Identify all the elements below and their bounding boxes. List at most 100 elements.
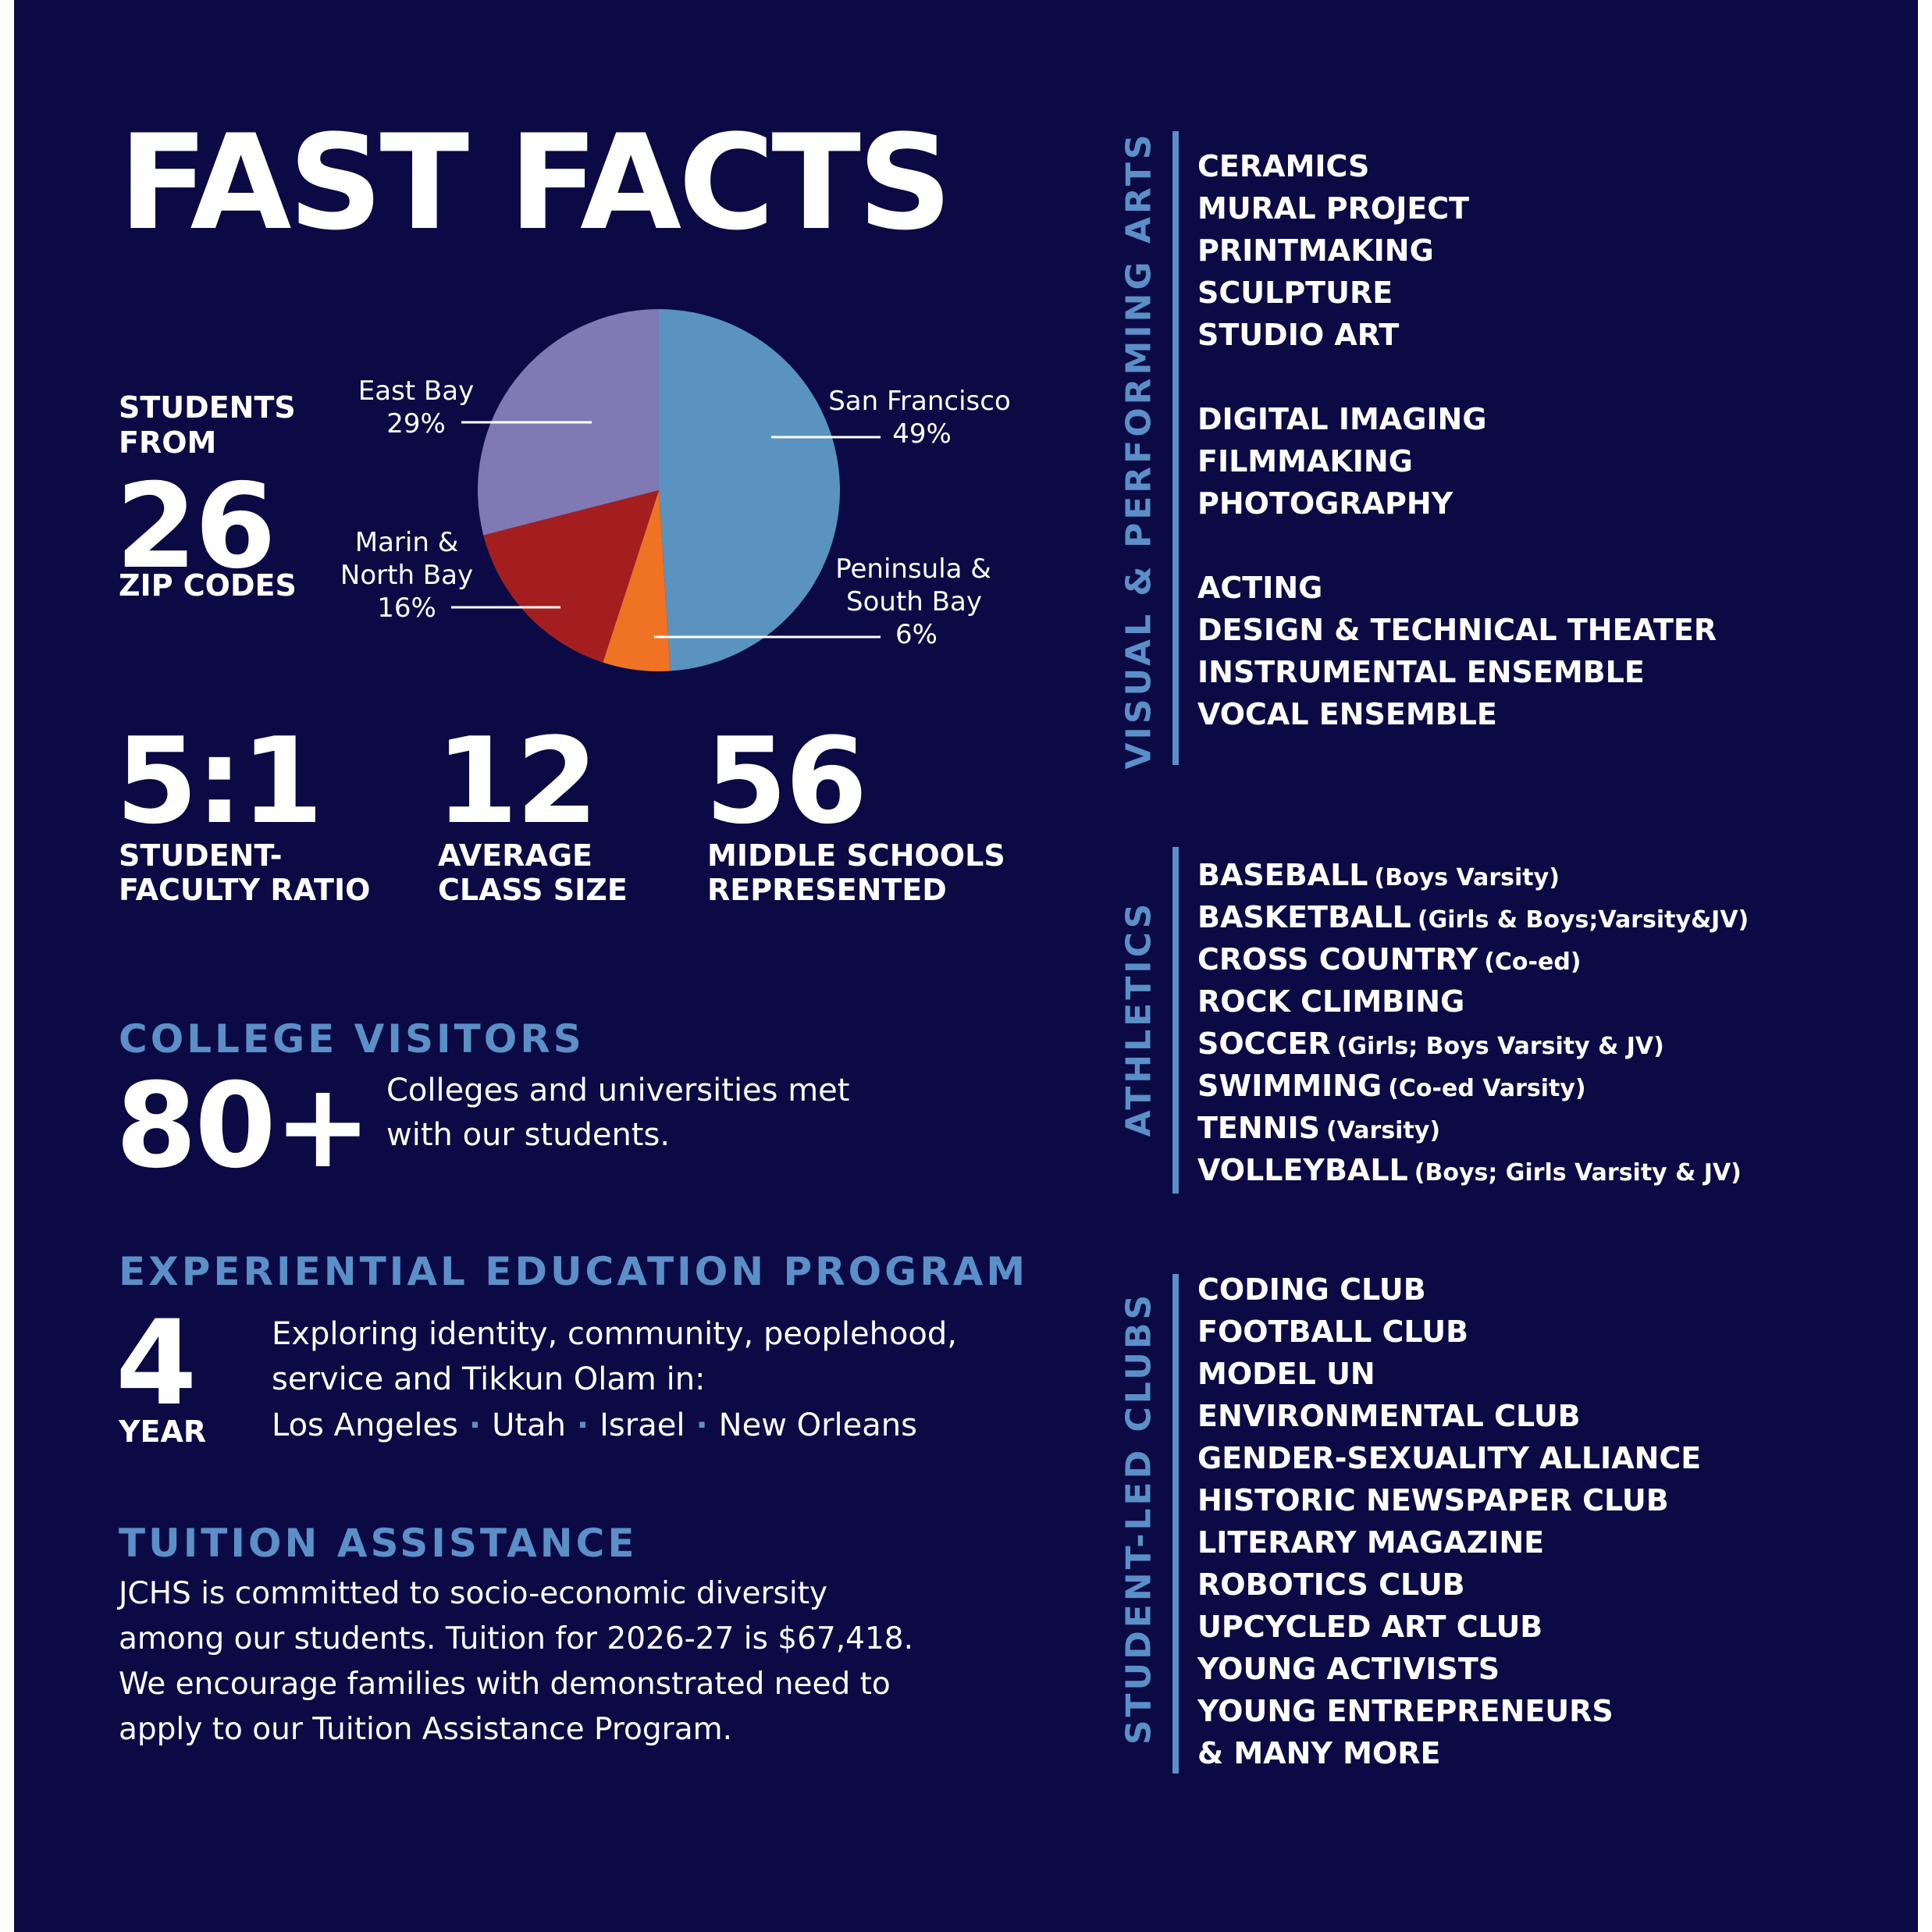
arts-item: ACTING	[1197, 571, 1323, 605]
clubs-divider	[1172, 1274, 1179, 1774]
students-label-2: FROM	[119, 425, 217, 460]
pie-slice-marin-north-bay	[483, 490, 659, 663]
pie-slice-san-francisco	[659, 309, 840, 671]
place-israel: Israel	[600, 1407, 685, 1443]
ratio-label-2: FACULTY RATIO	[119, 873, 371, 907]
athletics-section-label: ATHLETICS	[1119, 900, 1159, 1137]
zip-code-count: 26	[116, 459, 276, 595]
separator-dot: ·	[576, 1407, 589, 1443]
pie-label-east-bay: 29%	[386, 408, 446, 439]
place-los-angeles: Los Angeles	[272, 1407, 458, 1443]
ratio-label-1: STUDENT-	[119, 838, 283, 873]
pie-label-marin-north-bay: Marin &	[355, 527, 458, 558]
experiential-heading: EXPERIENTIAL EDUCATION PROGRAM	[119, 1249, 1029, 1294]
experiential-text-1: Exploring identity, community, peoplehoo…	[272, 1316, 957, 1352]
tuition-paragraph: JCHS is committed to socio-economic dive…	[119, 1571, 913, 1752]
arts-item: STUDIO ART	[1197, 318, 1400, 352]
pie-label-peninsula-south-bay: South Bay	[846, 586, 982, 617]
club-item: UPCYCLED ART CLUB	[1197, 1610, 1543, 1644]
tuition-line: JCHS is committed to socio-economic dive…	[119, 1576, 828, 1611]
tuition-heading: TUITION ASSISTANCE	[119, 1521, 638, 1566]
athletics-item: BASKETBALL (Girls & Boys;Varsity&JV)	[1197, 896, 1749, 938]
arts-list: CERAMICS MURAL PROJECT PRINTMAKING SCULP…	[1197, 145, 1717, 735]
sport-name: SOCCER	[1197, 1026, 1331, 1061]
pie-label-marin-north-bay: North Bay	[340, 560, 473, 591]
sport-detail: (Girls; Boys Varsity & JV)	[1336, 1033, 1664, 1060]
sport-detail: (Co-ed Varsity)	[1388, 1075, 1586, 1102]
class-size-number: 12	[436, 712, 599, 850]
middle-schools-number: 56	[705, 712, 868, 850]
arts-item: VOCAL ENSEMBLE	[1197, 697, 1497, 731]
sport-detail: (Boys; Girls Varsity & JV)	[1414, 1159, 1742, 1187]
arts-item: MURAL PROJECT	[1197, 191, 1470, 226]
sport-name: BASKETBALL	[1197, 900, 1411, 934]
students-label-1: STUDENTS	[119, 390, 296, 425]
ratio-number: 5:1	[116, 712, 323, 850]
arts-divider	[1172, 131, 1179, 765]
sport-name: TENNIS	[1197, 1111, 1320, 1145]
college-visitors-heading: COLLEGE VISITORS	[119, 1016, 585, 1062]
pie-label-east-bay: East Bay	[358, 375, 474, 407]
college-visitors-number: 80+	[116, 1059, 372, 1194]
experiential-places: Los Angeles · Utah · Israel · New Orleans	[272, 1403, 917, 1448]
tuition-line: We encourage families with demonstrated …	[119, 1667, 891, 1702]
place-utah: Utah	[492, 1407, 566, 1443]
club-item: HISTORIC NEWSPAPER CLUB	[1197, 1483, 1669, 1517]
sport-detail: (Varsity)	[1326, 1117, 1441, 1144]
sport-name: SWIMMING	[1197, 1069, 1382, 1103]
athletics-item: VOLLEYBALL (Boys; Girls Varsity & JV)	[1197, 1149, 1749, 1191]
class-size-label-2: CLASS SIZE	[438, 873, 628, 907]
clubs-list: CODING CLUB FOOTBALL CLUB MODEL UN ENVIR…	[1197, 1268, 1701, 1774]
sport-name: CROSS COUNTRY	[1197, 942, 1478, 977]
pie-label-peninsula-south-bay: 6%	[895, 619, 938, 650]
athletics-list: BASEBALL (Boys Varsity) BASKETBALL (Girls …	[1197, 854, 1749, 1191]
fast-facts-canvas: FAST FACTS STUDENTS FROM 26 ZIP CODES Sa…	[14, 0, 1918, 1932]
athletics-item: ROCK CLIMBING	[1197, 980, 1749, 1023]
arts-item: DESIGN & TECHNICAL THEATER	[1197, 613, 1717, 647]
tuition-line: apply to our Tuition Assistance Program.	[119, 1712, 732, 1747]
athletics-item: SWIMMING (Co-ed Varsity)	[1197, 1065, 1749, 1107]
sport-detail: (Co-ed)	[1484, 948, 1582, 976]
clubs-section-label: STUDENT-LED CLUBS	[1119, 1291, 1159, 1745]
arts-item: DIGITAL IMAGING	[1197, 402, 1487, 436]
tuition-line: among our students. Tuition for 2026-27 …	[119, 1621, 913, 1656]
arts-item: PHOTOGRAPHY	[1197, 486, 1453, 521]
arts-item: INSTRUMENTAL ENSEMBLE	[1197, 655, 1645, 689]
athletics-divider	[1172, 847, 1179, 1194]
club-item: LITERARY MAGAZINE	[1197, 1525, 1545, 1560]
club-item: & MANY MORE	[1197, 1736, 1441, 1770]
arts-section-label: VISUAL & PERFORMING ARTS	[1119, 131, 1159, 770]
pie-label-san-francisco: 49%	[892, 418, 952, 450]
place-new-orleans: New Orleans	[718, 1407, 917, 1443]
experiential-text-2: service and Tikkun Olam in:	[272, 1361, 706, 1397]
page-title: FAST FACTS	[119, 106, 952, 259]
experiential-number: 4	[116, 1296, 197, 1432]
sport-detail: (Girls & Boys;Varsity&JV)	[1417, 906, 1749, 934]
separator-dot: ·	[696, 1407, 708, 1443]
experiential-unit: YEAR	[119, 1414, 207, 1449]
sport-detail: (Boys Varsity)	[1374, 864, 1560, 891]
club-item: MODEL UN	[1197, 1357, 1375, 1391]
club-item: ENVIRONMENTAL CLUB	[1197, 1399, 1581, 1433]
pie-label-san-francisco: San Francisco	[828, 386, 1011, 417]
club-item: GENDER-SEXUALITY ALLIANCE	[1197, 1441, 1702, 1475]
middle-schools-label-1: MIDDLE SCHOOLS	[707, 838, 1005, 873]
athletics-item: TENNIS (Varsity)	[1197, 1107, 1749, 1149]
club-item: FOOTBALL CLUB	[1197, 1315, 1469, 1349]
arts-item: CERAMICS	[1197, 149, 1370, 183]
arts-item: SCULPTURE	[1197, 276, 1393, 310]
college-visitors-text-2: with our students.	[386, 1117, 671, 1153]
pie-label-marin-north-bay: 16%	[377, 592, 436, 624]
sport-name: BASEBALL	[1197, 858, 1368, 892]
class-size-label-1: AVERAGE	[438, 838, 593, 873]
athletics-item: CROSS COUNTRY (Co-ed)	[1197, 938, 1749, 980]
college-visitors-text-1: Colleges and universities met	[386, 1073, 850, 1108]
club-item: CODING CLUB	[1197, 1272, 1426, 1307]
pie-slice-peninsula-south-bay	[603, 490, 671, 671]
athletics-item: BASEBALL (Boys Varsity)	[1197, 854, 1749, 896]
club-item: YOUNG ENTREPRENEURS	[1197, 1694, 1614, 1728]
separator-dot: ·	[468, 1407, 482, 1443]
sport-name: VOLLEYBALL	[1197, 1153, 1408, 1187]
zip-codes-label: ZIP CODES	[119, 568, 297, 603]
